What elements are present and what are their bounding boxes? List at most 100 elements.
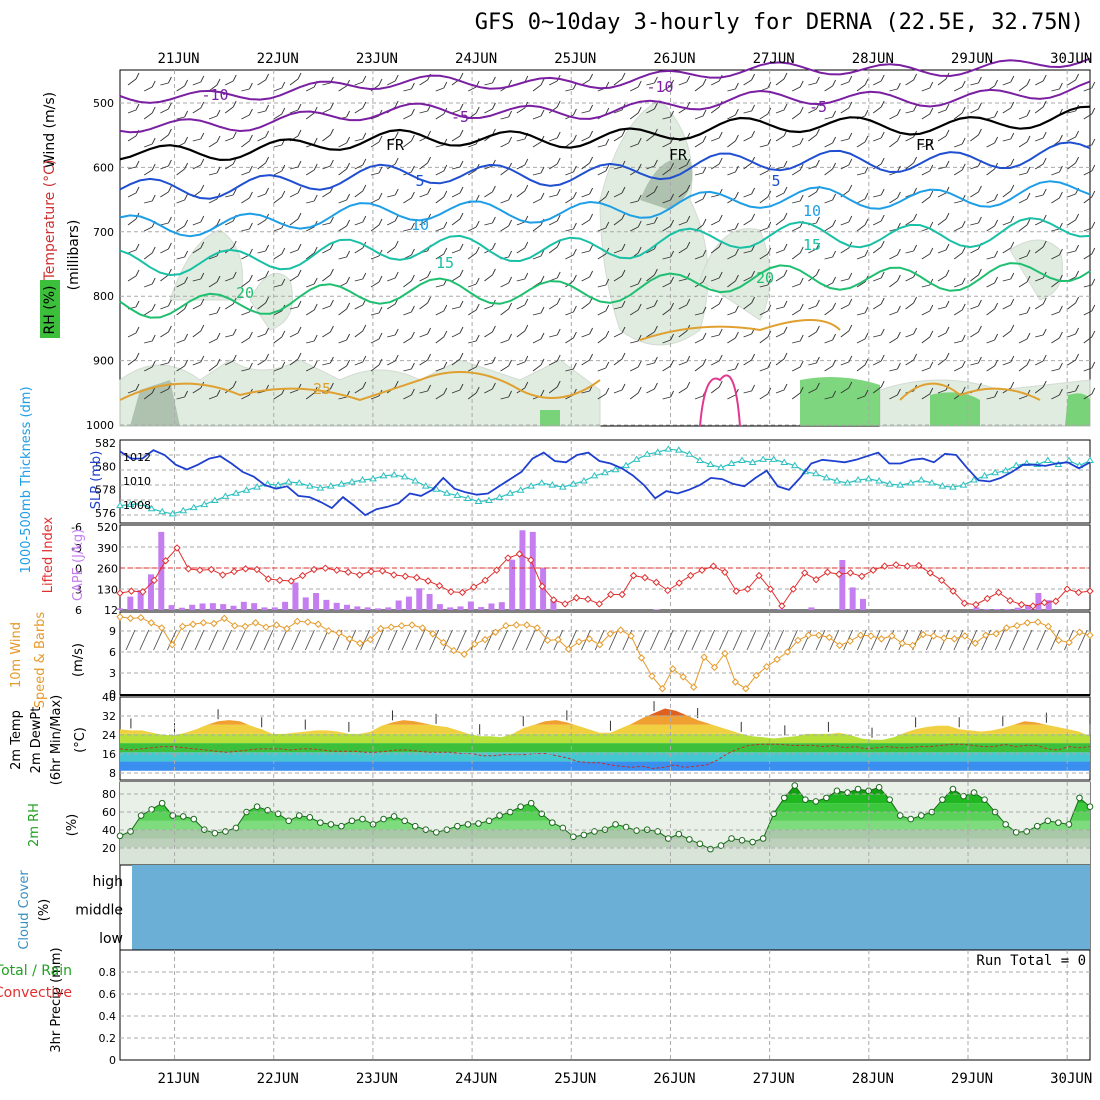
wind-barb-flag xyxy=(329,325,334,333)
wind-barb-flag xyxy=(1075,384,1080,392)
ylabel-wind10-b: Speed & Barbs xyxy=(33,612,48,709)
wind-barb-flag xyxy=(394,271,399,279)
wind10-point xyxy=(971,639,979,647)
wind10-point xyxy=(992,630,1000,638)
wind-barb-flag xyxy=(1075,296,1080,304)
wind-barb xyxy=(711,137,720,142)
wind-barb-flag xyxy=(864,249,869,257)
wind-barb-flag xyxy=(556,214,561,222)
wind-barb-flag xyxy=(216,78,221,86)
wind-barb-flag xyxy=(783,383,788,391)
wind10-barb xyxy=(511,629,522,651)
wind-barb xyxy=(905,136,914,142)
wind-barb-flag xyxy=(362,75,367,83)
rh2m-point xyxy=(127,828,134,835)
wind-barb xyxy=(970,274,979,282)
wind10-point xyxy=(470,640,479,648)
panel-frame xyxy=(119,69,1091,427)
wind-barb xyxy=(484,222,493,226)
wind-barb-flag xyxy=(896,82,901,90)
wind-barb xyxy=(1034,220,1044,226)
wind-barb-flag xyxy=(815,76,820,84)
wind-barb-flag xyxy=(880,380,885,388)
wind-barb-flag xyxy=(994,302,999,310)
wind-barb xyxy=(775,135,785,142)
wind-barb-flag xyxy=(297,186,302,194)
cloud-fill xyxy=(132,865,1090,950)
wind-barb-flag xyxy=(880,100,885,108)
contour-label: FR xyxy=(386,136,405,154)
wind-barb-flag xyxy=(977,356,982,364)
wind-barb xyxy=(273,367,282,372)
wind-barb xyxy=(889,140,898,148)
wind-barb-flag xyxy=(670,162,675,170)
wind-barb-flag xyxy=(621,383,626,391)
precip-tick: 0 xyxy=(109,1054,116,1067)
rh2m-point xyxy=(380,815,387,823)
wind-barb xyxy=(208,255,218,260)
rh2m-point xyxy=(844,789,851,796)
wind-barb-flag xyxy=(329,299,334,307)
wind-barb xyxy=(824,396,833,400)
cloud-row-label: low xyxy=(99,931,123,947)
wind-barb xyxy=(1083,170,1093,176)
wind-barb-flag xyxy=(184,390,189,398)
isotherm-5 xyxy=(119,141,1091,200)
rh2m-point xyxy=(707,845,714,853)
wind-barb-flag xyxy=(848,184,853,192)
wind-barb xyxy=(662,116,671,120)
wind-barb xyxy=(629,86,639,92)
date-top-label: 28JUN xyxy=(852,51,894,67)
wind-barb-flag xyxy=(184,250,189,258)
thickness-point xyxy=(927,479,936,486)
wind-barb xyxy=(192,330,202,338)
wind-barb xyxy=(694,198,704,204)
isotherm-25 xyxy=(119,371,601,402)
wind10-point xyxy=(1086,631,1094,639)
wind-barb xyxy=(354,190,364,198)
li-tick: -6 xyxy=(71,521,82,534)
li-point xyxy=(218,571,227,579)
wind-barb xyxy=(468,283,477,288)
wind-barb-flag xyxy=(799,80,804,88)
wind-barb-flag xyxy=(459,72,464,80)
wind-barb xyxy=(581,276,590,282)
wind-barb-flag xyxy=(540,166,545,174)
wind-barb-flag xyxy=(459,160,464,168)
wind-barb-flag xyxy=(1058,134,1063,142)
li-point xyxy=(778,602,786,610)
cape-bar xyxy=(354,606,361,610)
wind-barb xyxy=(1034,106,1044,114)
wind-barb-flag xyxy=(248,134,253,142)
wind-barb-flag xyxy=(896,305,901,313)
li-point xyxy=(435,582,444,590)
wind-barb xyxy=(419,276,428,282)
wind-barb-flag xyxy=(508,193,513,201)
wind-barb xyxy=(710,386,720,394)
wind-barb xyxy=(921,253,931,260)
wind-barb-flag xyxy=(653,76,658,84)
cape-bar xyxy=(178,607,185,610)
wind-barb-flag xyxy=(637,386,642,394)
wind-barb-flag xyxy=(864,218,869,226)
wind-barb-flag xyxy=(508,136,513,144)
wind-barb-flag xyxy=(1091,138,1096,146)
wind-barb-flag xyxy=(410,108,415,116)
wind-barb-flag xyxy=(653,159,658,167)
wind-barb xyxy=(241,368,250,372)
wind-barb-flag xyxy=(832,250,837,258)
wind-barb xyxy=(694,172,704,176)
wind-barb xyxy=(289,249,299,254)
wind10-point xyxy=(418,624,427,632)
wind-barb-flag xyxy=(880,328,885,336)
wind-barb-flag xyxy=(410,388,415,396)
rh2m-point xyxy=(664,835,672,842)
wind-barb-flag xyxy=(362,272,367,280)
wind-barb xyxy=(273,196,283,204)
wind-barb-flag xyxy=(637,277,642,285)
wind-barb-flag xyxy=(1058,362,1063,370)
wind-barb-flag xyxy=(1042,157,1047,165)
wind-barb-flag xyxy=(670,250,675,258)
wind-barb xyxy=(192,164,202,170)
rh2m-point xyxy=(285,817,292,825)
